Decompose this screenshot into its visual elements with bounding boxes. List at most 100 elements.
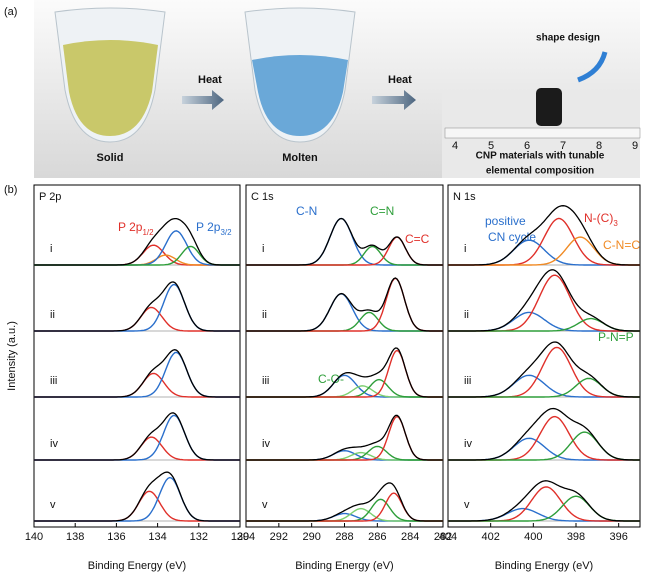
row-label: iv (262, 438, 270, 450)
annotation-sub: 3/2 (220, 228, 232, 237)
ruler (445, 128, 640, 138)
arrow-label: Heat (198, 74, 222, 86)
arrow-label: Heat (388, 74, 412, 86)
annotation-text: C-N (296, 204, 317, 218)
component-peak (448, 275, 640, 331)
x-tick-label: 140 (25, 531, 43, 543)
caption: Solid (97, 152, 124, 164)
component-peak (34, 285, 240, 331)
ruler-label: 7 (560, 140, 566, 152)
annotation-text: C=C (405, 232, 430, 246)
figure: (a)HeatHeatSolidMoltenshape designCNP ma… (0, 0, 645, 580)
annotation-sub: 3 (613, 219, 618, 228)
component-peak (246, 312, 443, 331)
x-tick-label: 136 (107, 531, 125, 543)
fit-envelope (246, 278, 443, 331)
annotation-text: P-N=P (598, 330, 634, 344)
row-label: iii (50, 375, 57, 387)
fit-envelope (448, 270, 640, 331)
annotation: CN cycle (488, 230, 536, 244)
annotation: C=N (370, 204, 394, 218)
fit-envelope (448, 342, 640, 397)
annotation-text: P 2p (196, 220, 221, 234)
row-label: iii (464, 375, 471, 387)
annotation-text: positive (485, 214, 526, 228)
component-peak (448, 417, 640, 460)
ruler-label: 6 (524, 140, 530, 152)
x-tick-label: 134 (148, 531, 166, 543)
caption: elemental composition (486, 166, 594, 177)
panel-label: (b) (4, 184, 17, 196)
fit-envelope (34, 282, 240, 331)
fit-envelope (246, 483, 443, 521)
row-label: v (464, 499, 470, 511)
component-peak (34, 374, 240, 398)
component-peak (246, 246, 443, 265)
fit-envelope (246, 415, 443, 460)
row-label: v (50, 499, 56, 511)
row-label: ii (50, 309, 55, 321)
annotation: positive (485, 214, 526, 228)
component-peak (246, 294, 443, 331)
x-tick-label: 396 (609, 531, 627, 543)
component-peak (448, 378, 640, 397)
annotation-text: CN cycle (488, 230, 536, 244)
row-label: iii (262, 375, 269, 387)
x-axis-label: Binding Energy (eV) (495, 560, 593, 572)
caption: CNP materials with tunable (476, 151, 605, 162)
y-axis-label: Intensity (a.u.) (6, 321, 18, 391)
x-tick-label: 294 (237, 531, 255, 543)
component-peak (448, 438, 640, 460)
component-peak (246, 375, 443, 397)
component-peak (34, 308, 240, 332)
fit-envelope (34, 350, 240, 397)
x-tick-label: 292 (270, 531, 288, 543)
annotation-sub: 1/2 (142, 228, 154, 237)
row-label: i (50, 243, 52, 255)
row-label: i (464, 243, 466, 255)
annotation: P-N=P (598, 330, 634, 344)
chart-title: P 2p (39, 191, 61, 203)
chart-title: N 1s (453, 191, 476, 203)
x-tick-label: 400 (524, 531, 542, 543)
row-label: ii (262, 309, 267, 321)
annotation: N-(C)3 (584, 211, 618, 227)
ruler-label: 8 (596, 140, 602, 152)
component-peak (34, 416, 240, 461)
annotation: P 2p3/2 (196, 220, 232, 236)
annotation: C=C (405, 232, 430, 246)
ruler-label: 5 (488, 140, 494, 152)
plot-frame (34, 185, 240, 527)
ruler-label: 4 (452, 140, 458, 152)
cnp-sample (536, 88, 562, 126)
fit-envelope (34, 413, 240, 460)
x-tick-label: 288 (335, 531, 353, 543)
x-tick-label: 404 (439, 531, 457, 543)
annotation: C-N=C (603, 238, 640, 252)
fit-envelope (34, 472, 240, 521)
x-tick-label: 290 (302, 531, 320, 543)
x-axis-label: Binding Energy (eV) (88, 560, 186, 572)
row-label: iv (50, 438, 58, 450)
annotation-text: C=N (370, 204, 394, 218)
x-tick-label: 402 (481, 531, 499, 543)
row-label: ii (464, 309, 469, 321)
annotation-text: C-N=C (603, 238, 640, 252)
annotation: C-O- (318, 372, 344, 386)
row-label: i (262, 243, 264, 255)
component-peak (448, 496, 640, 521)
annotation-text: C-O- (318, 372, 344, 386)
component-peak (448, 347, 640, 397)
annotation-text: P 2p (118, 220, 143, 234)
component-peak (34, 437, 240, 460)
x-tick-label: 132 (190, 531, 208, 543)
caption: Molten (282, 152, 318, 164)
x-tick-label: 284 (401, 531, 419, 543)
row-label: iv (464, 438, 472, 450)
fit-envelope (246, 348, 443, 397)
ruler-label: 9 (632, 140, 638, 152)
panel-label: (a) (4, 6, 17, 18)
component-peak (448, 319, 640, 331)
chart-title: C 1s (251, 191, 274, 203)
annotation: P 2p1/2 (118, 220, 154, 236)
